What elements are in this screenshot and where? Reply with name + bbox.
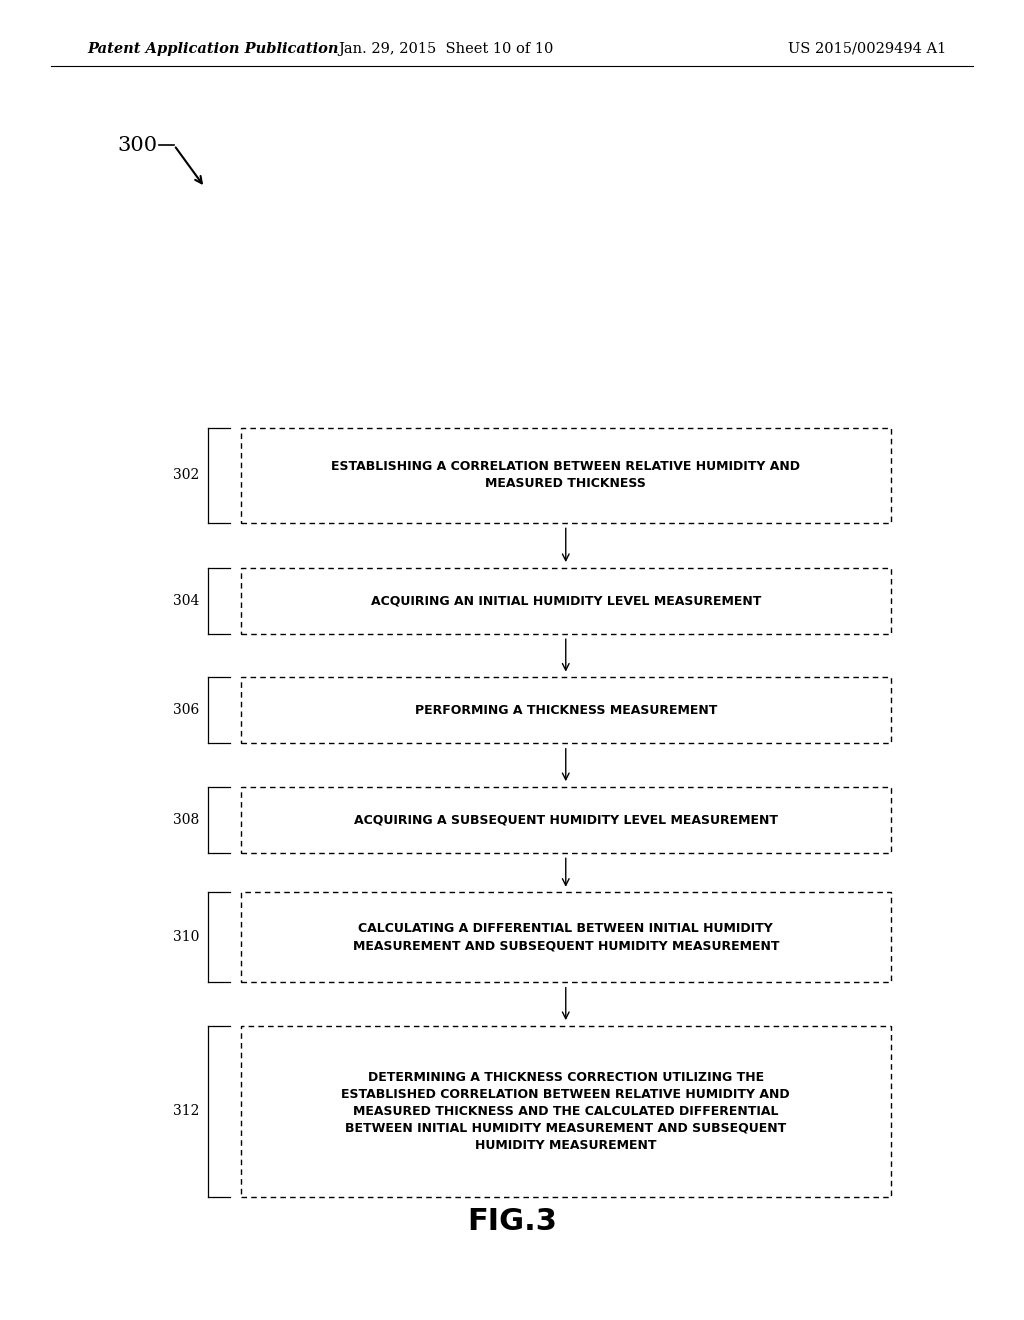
Bar — [241, 892, 891, 982]
Text: Jan. 29, 2015  Sheet 10 of 10: Jan. 29, 2015 Sheet 10 of 10 — [338, 42, 553, 55]
Text: US 2015/0029494 A1: US 2015/0029494 A1 — [788, 42, 947, 55]
Bar — [241, 568, 891, 634]
Text: ACQUIRING AN INITIAL HUMIDITY LEVEL MEASUREMENT: ACQUIRING AN INITIAL HUMIDITY LEVEL MEAS… — [371, 594, 761, 607]
Text: 300: 300 — [118, 136, 158, 154]
Text: ACQUIRING A SUBSEQUENT HUMIDITY LEVEL MEASUREMENT: ACQUIRING A SUBSEQUENT HUMIDITY LEVEL ME… — [353, 813, 778, 826]
Text: CALCULATING A DIFFERENTIAL BETWEEN INITIAL HUMIDITY
MEASUREMENT AND SUBSEQUENT H: CALCULATING A DIFFERENTIAL BETWEEN INITI… — [352, 923, 779, 952]
Text: 308: 308 — [173, 813, 200, 826]
Bar — [241, 428, 891, 523]
Bar — [241, 677, 891, 743]
Text: DETERMINING A THICKNESS CORRECTION UTILIZING THE
ESTABLISHED CORRELATION BETWEEN: DETERMINING A THICKNESS CORRECTION UTILI… — [341, 1071, 791, 1152]
Text: FIG.3: FIG.3 — [467, 1206, 557, 1236]
Text: 304: 304 — [173, 594, 200, 607]
Bar — [241, 1026, 891, 1197]
Text: PERFORMING A THICKNESS MEASUREMENT: PERFORMING A THICKNESS MEASUREMENT — [415, 704, 717, 717]
Bar — [241, 787, 891, 853]
Text: Patent Application Publication: Patent Application Publication — [87, 42, 339, 55]
Text: ESTABLISHING A CORRELATION BETWEEN RELATIVE HUMIDITY AND
MEASURED THICKNESS: ESTABLISHING A CORRELATION BETWEEN RELAT… — [331, 461, 801, 490]
Text: 312: 312 — [173, 1105, 200, 1118]
Text: 310: 310 — [173, 931, 200, 944]
Text: 306: 306 — [173, 704, 200, 717]
Text: 302: 302 — [173, 469, 200, 482]
